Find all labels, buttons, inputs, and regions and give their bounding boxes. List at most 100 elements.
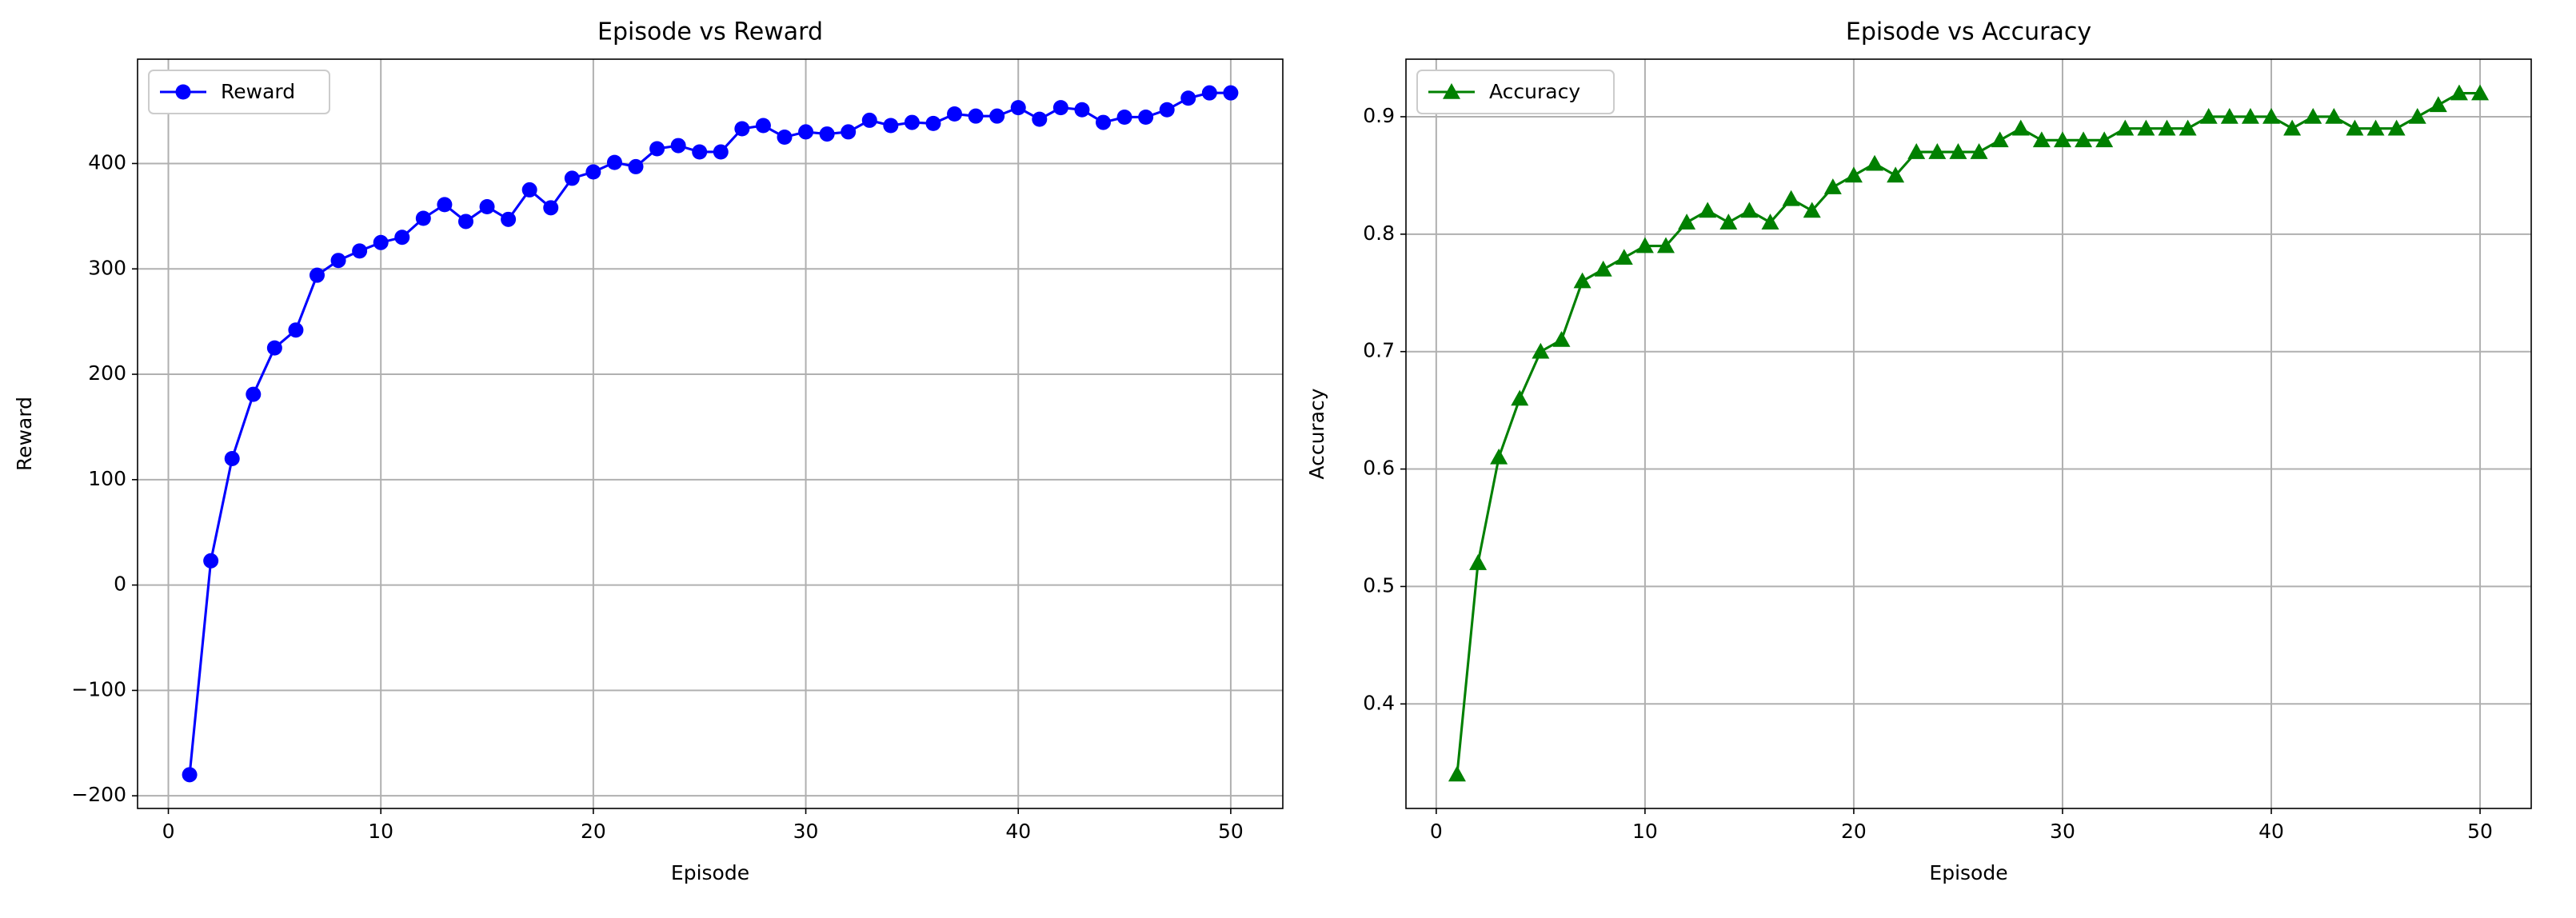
data-point [798, 124, 814, 140]
data-point [1138, 109, 1154, 125]
data-point [1552, 331, 1571, 347]
data-point [1032, 111, 1048, 127]
data-point [649, 141, 665, 157]
y-tick-label: 300 [88, 256, 126, 279]
y-tick-label: 200 [88, 361, 126, 385]
data-point [1180, 90, 1196, 106]
data-point [1469, 554, 1488, 570]
chart-title: Episode vs Reward [597, 18, 823, 46]
data-point [415, 210, 431, 226]
data-point [1761, 214, 1779, 230]
data-point [2053, 131, 2071, 148]
data-point [1740, 202, 1759, 218]
data-point [2116, 119, 2135, 136]
data-point [479, 199, 495, 215]
x-tick-label: 10 [1632, 820, 1658, 843]
data-point [457, 214, 473, 230]
data-point [925, 115, 941, 131]
data-point [1532, 342, 1550, 359]
y-tick-label: 0.4 [1363, 691, 1395, 714]
data-point [564, 170, 580, 186]
data-point [2408, 107, 2426, 124]
data-point [2011, 119, 2030, 136]
data-point [1782, 190, 1800, 206]
x-tick-label: 30 [2050, 820, 2075, 843]
data-point [670, 138, 686, 154]
x-axis-label: Episode [1929, 861, 2007, 884]
y-tick-label: 400 [88, 150, 126, 174]
data-point [224, 450, 240, 466]
y-tick-label: 0 [114, 573, 126, 596]
data-point [1448, 765, 1466, 782]
data-point [1991, 131, 2009, 148]
chart-title: Episode vs Accuracy [1846, 18, 2091, 46]
data-point [1594, 260, 1612, 277]
data-point [1803, 202, 1821, 218]
data-point [777, 130, 793, 146]
data-point [352, 243, 368, 259]
legend-marker [1443, 83, 1460, 99]
data-point [1490, 448, 1508, 465]
data-point [2241, 107, 2259, 124]
data-point [1573, 272, 1592, 289]
data-point [2387, 119, 2406, 136]
y-tick-label: 100 [88, 467, 126, 490]
data-point [543, 200, 559, 216]
data-point [1635, 237, 1654, 253]
data-point [1096, 114, 1112, 130]
x-tick-label: 30 [793, 820, 819, 843]
x-tick-label: 40 [1005, 820, 1031, 843]
data-point [1949, 143, 1967, 159]
data-line [188, 91, 1231, 775]
y-axis-label: Accuracy [1305, 388, 1328, 479]
data-point [2471, 84, 2490, 101]
data-point [692, 144, 708, 160]
x-tick-label: 20 [581, 820, 606, 843]
data-point [203, 553, 219, 569]
y-tick-label: 0.9 [1363, 104, 1395, 127]
plot-frame [1405, 58, 2532, 809]
x-axis-label: Episode [671, 861, 749, 884]
x-tick-label: 20 [1841, 820, 1867, 843]
x-tick-label: 40 [2258, 820, 2284, 843]
data-point [734, 121, 750, 137]
y-tick-label: 0.5 [1363, 573, 1395, 597]
data-point [1866, 154, 1884, 171]
data-point [288, 322, 304, 338]
data-point [2199, 107, 2218, 124]
y-tick-label: 0.8 [1363, 222, 1395, 245]
legend-box [148, 70, 330, 114]
chart: Episode vs Reward 0 10 20 30 40 50 −200 −100 0 100… [13, 18, 1284, 884]
data-point [819, 126, 835, 142]
x-tick-label: 10 [368, 820, 393, 843]
data-point [182, 767, 198, 783]
data-point [266, 340, 282, 356]
data-point [1656, 237, 1675, 253]
data-point [628, 158, 644, 174]
data-point [1010, 100, 1026, 116]
data-point [437, 197, 453, 213]
data-point [1823, 178, 1842, 194]
data-point [883, 118, 899, 134]
data-point [2283, 119, 2302, 136]
data-point [1615, 249, 1633, 265]
data-point [1699, 202, 1717, 218]
data-point [1970, 143, 1988, 159]
data-point [521, 182, 537, 198]
data-point [2450, 84, 2468, 101]
plot-frame [137, 58, 1284, 809]
data-point [1928, 143, 1947, 159]
data-point [1907, 143, 1926, 159]
y-tick-label: −200 [71, 783, 126, 806]
data-point [2325, 107, 2343, 124]
data-point [1074, 102, 1090, 118]
y-tick-label: 0.6 [1363, 457, 1395, 480]
data-point [1678, 214, 1696, 230]
x-tick-label: 0 [162, 820, 175, 843]
data-point [2158, 119, 2176, 136]
data-point [246, 386, 262, 402]
data-point [2137, 119, 2155, 136]
data-point [2262, 107, 2281, 124]
data-point [755, 118, 771, 134]
legend-label: Accuracy [1489, 80, 1580, 103]
